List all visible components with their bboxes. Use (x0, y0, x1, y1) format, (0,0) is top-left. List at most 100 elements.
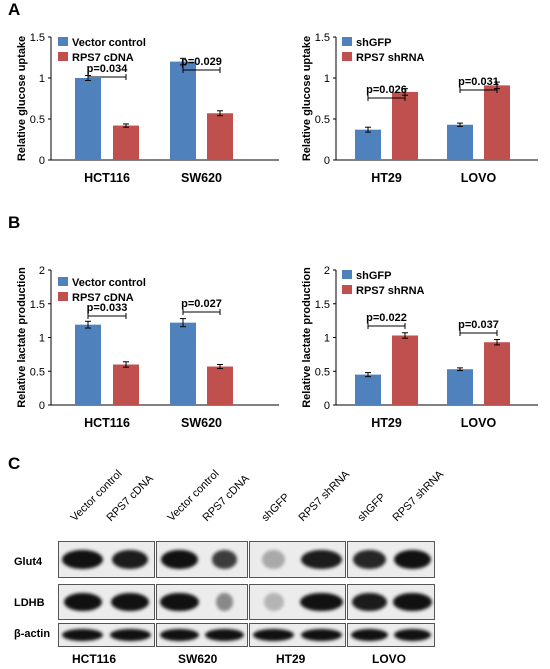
y-tick-label: 1 (324, 333, 330, 345)
y-axis-label: Relative glucose uptake (16, 36, 28, 161)
blot-band (62, 549, 104, 570)
p-value-label: p=0.027 (181, 298, 222, 310)
p-value-label: p=0.029 (181, 56, 222, 68)
blot-glut4 (156, 541, 248, 578)
bar (170, 61, 196, 160)
bar (392, 91, 418, 160)
blot-band (299, 592, 343, 612)
blot-band (300, 549, 342, 570)
legend-swatch (342, 37, 352, 46)
cell-line-hct116: HCT116 (72, 652, 117, 666)
panel-label-a: A (8, 0, 21, 19)
bar (207, 113, 233, 160)
blot-actin (249, 623, 346, 647)
y-tick-label: 0 (39, 155, 45, 167)
y-tick-label: 1 (324, 73, 330, 85)
legend-label: RPS7 cDNA (72, 52, 134, 64)
y-tick-label: 1.5 (315, 32, 330, 44)
y-tick-label: 0 (324, 400, 330, 412)
blot-band (394, 628, 431, 642)
bar (113, 364, 139, 405)
y-axis-label: Relative glucose uptake (301, 36, 313, 161)
x-category-label: HT29 (371, 171, 402, 185)
blot-band (215, 592, 234, 612)
legend-swatch (342, 270, 352, 279)
y-tick-label: 2 (39, 265, 45, 277)
lane-label-5: shGFP (259, 491, 293, 524)
bar (170, 322, 196, 405)
blot-glut4 (347, 541, 435, 578)
protein-label-glut4: Glut4 (14, 556, 43, 568)
blot-band (353, 549, 386, 570)
bar (113, 125, 139, 160)
y-tick-label: 1 (39, 333, 45, 345)
blot-band (253, 628, 295, 642)
bar (207, 366, 233, 405)
y-tick-label: 0.5 (315, 114, 330, 126)
blot-band (262, 549, 286, 570)
bar (484, 85, 510, 160)
bar (447, 369, 473, 405)
lane-label-7: shGFP (355, 491, 389, 524)
cell-line-sw620: SW620 (178, 652, 218, 666)
p-value-label: p=0.037 (458, 319, 499, 331)
bar (75, 78, 101, 160)
blot-band (352, 592, 387, 612)
blot-band (263, 592, 284, 612)
legend-swatch (58, 277, 68, 286)
x-category-label: HCT116 (84, 171, 130, 185)
bar (355, 374, 381, 405)
bar (484, 342, 510, 405)
legend-swatch (58, 292, 68, 301)
bar (392, 335, 418, 405)
y-tick-label: 2 (324, 265, 330, 277)
legend-label: shGFP (356, 270, 391, 282)
bar (75, 324, 101, 405)
p-value-label: p=0.022 (366, 312, 407, 324)
x-category-label: SW620 (181, 416, 222, 430)
p-value-label: p=0.031 (458, 76, 499, 88)
blot-band (161, 549, 198, 570)
p-value-label: p=0.033 (87, 302, 128, 314)
y-tick-label: 0 (324, 155, 330, 167)
blot-band (300, 628, 342, 642)
protein-label-ldhb: LDHB (14, 597, 45, 609)
blot-glut4 (249, 541, 346, 578)
x-category-label: LOVO (461, 171, 497, 185)
blot-band (111, 592, 150, 612)
legend-label: Vector control (72, 37, 146, 49)
legend-label: RPS7 shRNA (356, 52, 425, 64)
cell-line-ht29: HT29 (276, 652, 306, 666)
panel-label-c: C (8, 454, 21, 473)
cell-line-lovo: LOVO (372, 652, 407, 666)
bar (355, 129, 381, 160)
y-tick-label: 0.5 (315, 366, 330, 378)
blot-band (205, 628, 244, 642)
blot-band (394, 549, 431, 570)
legend-label: shGFP (356, 37, 391, 49)
protein-label-actin: β-actin (14, 628, 51, 640)
y-axis-label: Relative lactate production (16, 267, 28, 408)
blot-band (112, 549, 149, 570)
legend-swatch (58, 52, 68, 61)
y-tick-label: 1.5 (315, 299, 330, 311)
legend-label: RPS7 shRNA (356, 285, 425, 297)
blot-actin (156, 623, 248, 647)
legend-label: Vector control (72, 277, 146, 289)
x-category-label: HT29 (371, 416, 402, 430)
legend-swatch (342, 285, 352, 294)
panel-label-b: B (8, 213, 21, 232)
blot-band (211, 549, 238, 570)
blot-band (62, 628, 104, 642)
legend-swatch (58, 37, 68, 46)
blot-glut4 (58, 541, 155, 578)
blot-band (351, 628, 388, 642)
p-value-label: p=0.026 (366, 84, 407, 96)
blot-ldhb (347, 584, 435, 620)
y-tick-label: 1 (39, 73, 45, 85)
blot-ldhb (156, 584, 248, 620)
y-axis-label: Relative lactate production (301, 267, 313, 408)
blot-actin (347, 623, 435, 647)
x-category-label: SW620 (181, 171, 222, 185)
